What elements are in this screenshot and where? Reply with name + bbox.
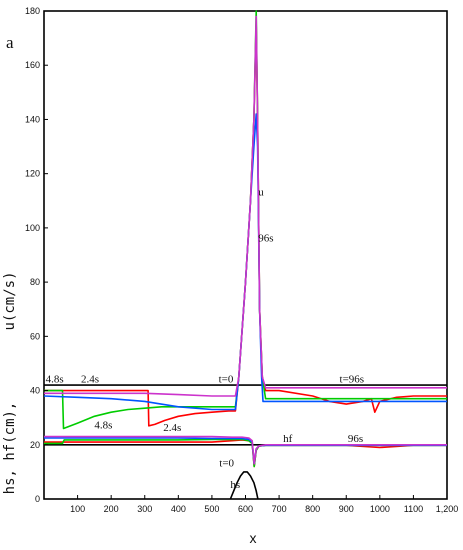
series-line-10 (229, 471, 259, 500)
annotation-0: u (258, 186, 264, 198)
y-axis-label-lower: hs, hf(cm), (2, 402, 18, 495)
y-tick-label-3: 60 (30, 331, 40, 341)
y-tick-label-4: 80 (30, 277, 40, 287)
x-axis-ticks: 100 200 300 400 500 600 700 800 900 1000 1100 1,200 (70, 495, 458, 514)
x-tick-label-11: 1,200 (436, 504, 459, 514)
x-tick-label-0: 100 (70, 504, 85, 514)
series-line-4 (44, 15, 447, 397)
series-line-2 (44, 10, 447, 430)
annotation-7: 2.4s (163, 422, 181, 434)
x-axis-label: x (250, 530, 257, 546)
series-line-1 (44, 23, 447, 427)
x-tick-label-9: 1000 (370, 504, 390, 514)
x-tick-label-10: 1100 (404, 504, 423, 514)
annotation-2: 4.8s (46, 373, 64, 385)
x-tick-label-2: 300 (137, 504, 152, 514)
series-line-9 (44, 435, 447, 465)
x-tick-label-3: 400 (171, 504, 186, 514)
y-axis-label-upper: u(cm/s) (2, 271, 18, 330)
panel-label: a (6, 33, 14, 52)
y-axis-ticks: 0 20 40 60 80 100 120 140 160 180 (25, 6, 48, 504)
series-line-3 (43, 113, 447, 411)
annotation-3: 2.4s (81, 373, 99, 385)
y-tick-label-1: 20 (30, 440, 40, 450)
x-tick-label-8: 900 (339, 504, 354, 514)
y-tick-label-9: 180 (25, 6, 40, 16)
series-line-6 (44, 439, 447, 468)
annotation-9: 96s (348, 433, 363, 445)
x-tick-label-6: 700 (272, 504, 287, 514)
annotations: u 96s 4.8s 2.4s t=0 t=96s 4.8s 2.4s hf 96s t=0 hs (46, 186, 364, 491)
y-tick-label-0: 0 (35, 494, 40, 504)
y-tick-label-2: 40 (30, 386, 40, 396)
annotation-8: hf (283, 433, 293, 445)
series-line-7 (44, 438, 447, 468)
annotation-6: 4.8s (94, 420, 112, 432)
annotation-10: t=0 (219, 457, 234, 469)
annotation-4: t=0 (219, 373, 234, 385)
y-tick-label-6: 120 (25, 169, 40, 179)
x-tick-label-5: 600 (238, 504, 253, 514)
x-tick-label-4: 500 (204, 504, 219, 514)
annotation-11: hs (230, 479, 240, 491)
series-group (43, 10, 447, 500)
y-tick-label-5: 100 (25, 223, 40, 233)
y-tick-label-7: 140 (25, 114, 40, 124)
x-tick-label-7: 800 (305, 504, 320, 514)
annotation-1: 96s (258, 232, 273, 244)
y-tick-label-8: 160 (25, 60, 40, 70)
x-tick-label-1: 200 (104, 504, 119, 514)
annotation-5: t=96s (340, 373, 365, 385)
